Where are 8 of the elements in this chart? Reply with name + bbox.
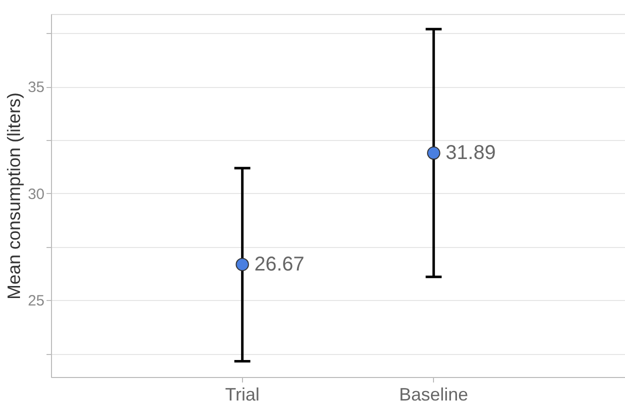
x-tick-label: Baseline (399, 384, 468, 404)
x-tick-label: Trial (225, 384, 260, 404)
y-tick-label: 25 (28, 292, 44, 310)
data-label: 26.67 (254, 253, 304, 276)
data-label: 31.89 (446, 142, 496, 164)
y-tick-label: 30 (28, 186, 44, 203)
y-tick-label: 35 (28, 79, 44, 96)
y-axis-title: Mean consumption (liters) (4, 92, 24, 300)
